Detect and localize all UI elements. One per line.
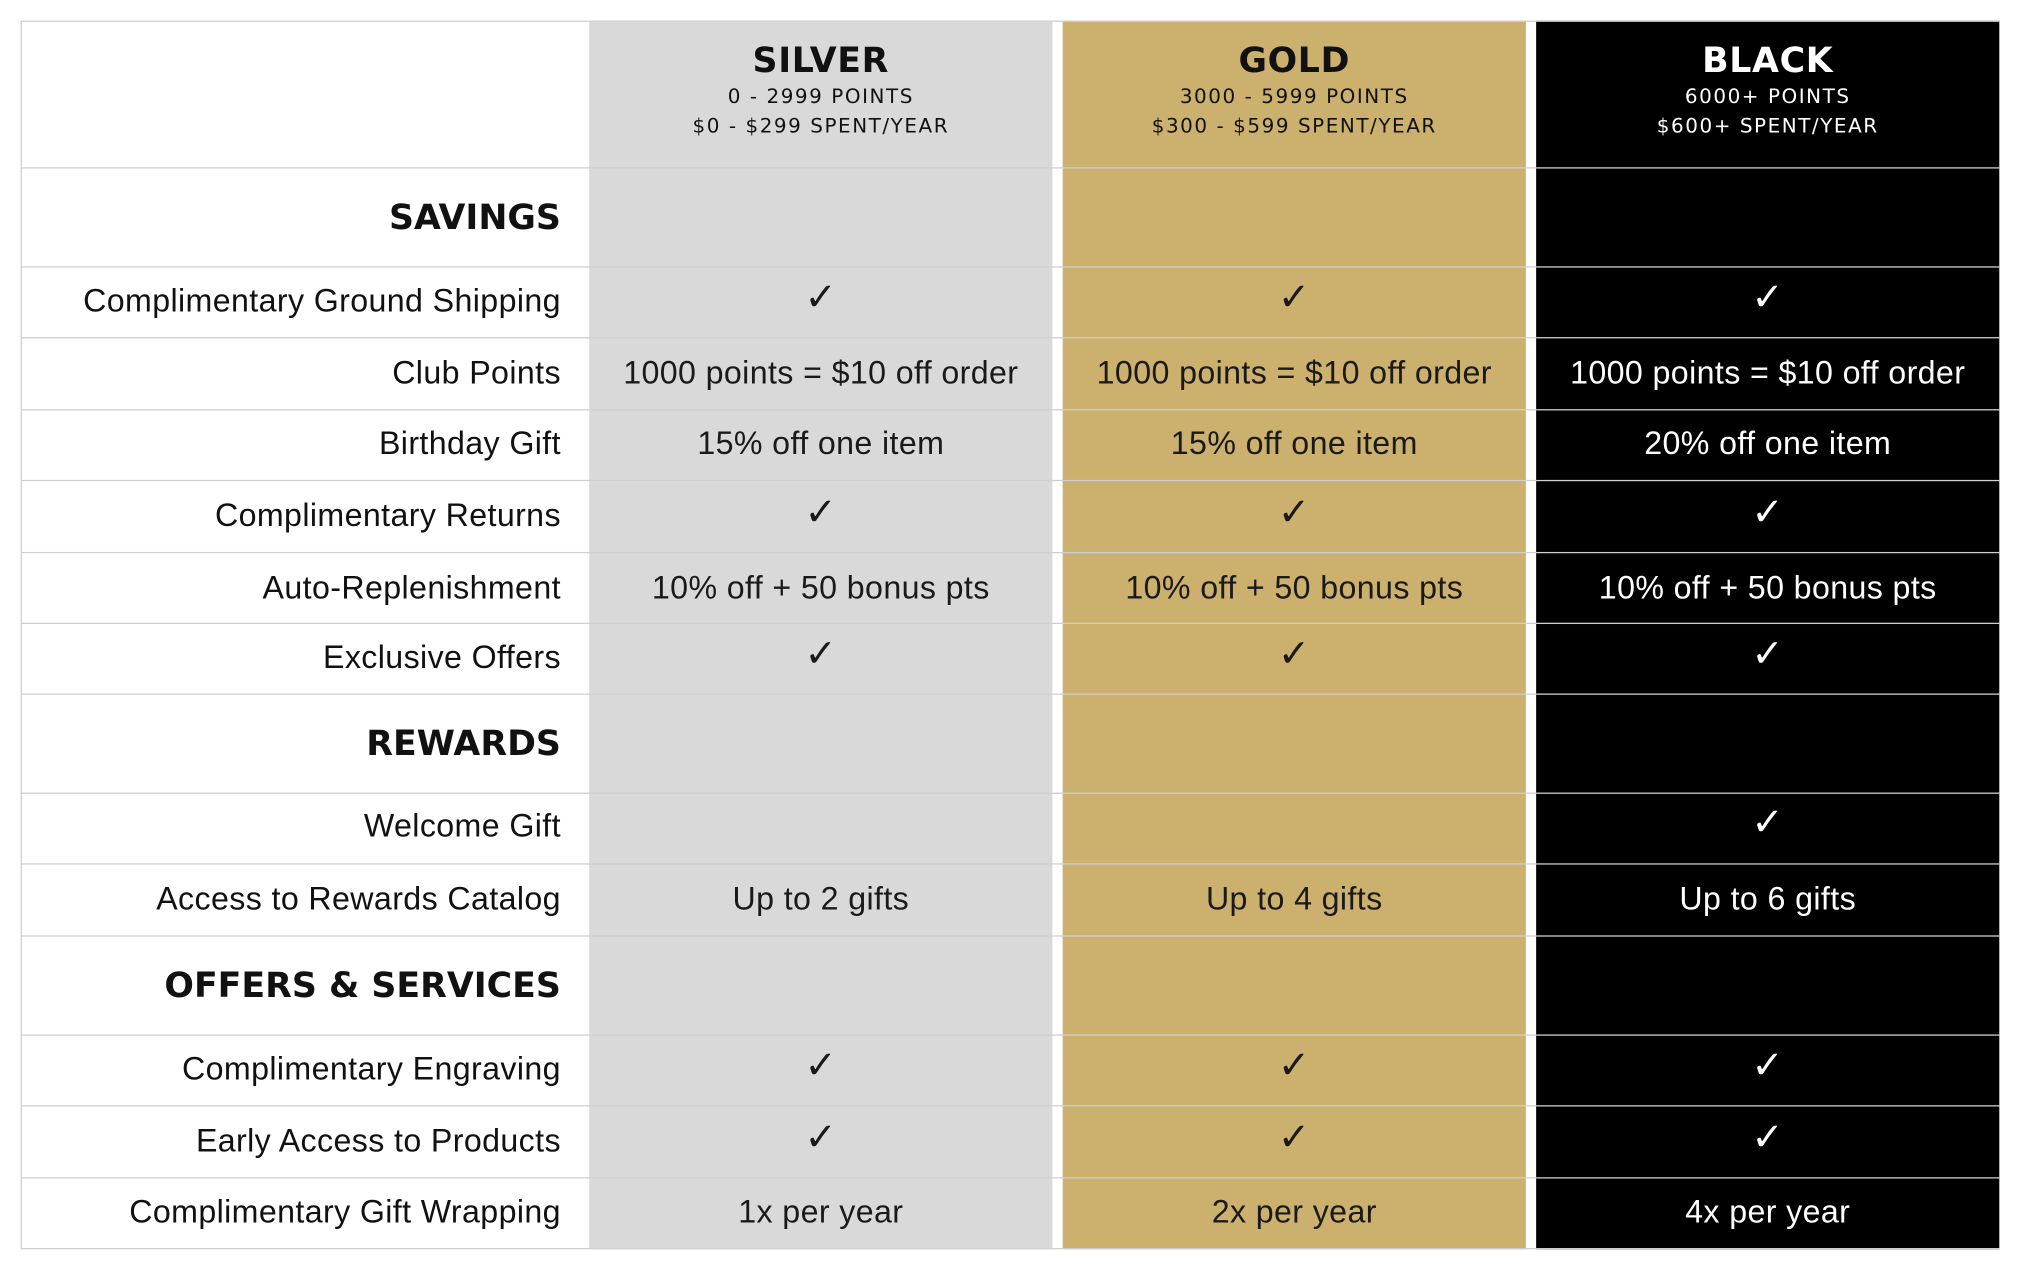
row-divider [20, 551, 2000, 554]
section-heading-offers-services: OFFERS & SERVICES [164, 966, 561, 1007]
black-rewards-catalog-value: Up to 6 gifts [1679, 881, 1857, 918]
row-label-exclusive-offers: Exclusive Offers [322, 639, 561, 676]
black-early-access-check-icon: ✓ [1751, 1115, 1785, 1161]
row-divider [20, 479, 2000, 482]
benefit-label-column [20, 20, 591, 1250]
row-divider [20, 337, 2000, 339]
row-label-engraving: Complimentary Engraving [182, 1051, 561, 1088]
row-label-club-points: Club Points [392, 355, 561, 392]
black-birthday-gift-value: 20% off one item [1644, 425, 1892, 462]
row-label-early-access: Early Access to Products [195, 1123, 561, 1160]
gold-ground-shipping-check-icon: ✓ [1277, 275, 1311, 321]
silver-exclusive-offers-check-icon: ✓ [804, 631, 838, 677]
row-divider [20, 409, 2000, 411]
section-heading-rewards: REWARDS [366, 724, 561, 765]
row-label-gift-wrapping: Complimentary Gift Wrapping [129, 1193, 561, 1230]
row-label-birthday-gift: Birthday Gift [378, 425, 561, 462]
gold-tier-header: GOLD 3000 - 5999 POINTS $300 - $599 SPEN… [1063, 21, 1526, 168]
silver-birthday-gift-value: 15% off one item [697, 425, 945, 462]
silver-ground-shipping-check-icon: ✓ [804, 275, 838, 321]
black-tier-header: BLACK 6000+ POINTS $600+ SPENT/YEAR [1536, 21, 1999, 168]
tier-points-range: 0 - 2999 POINTS [727, 84, 914, 109]
row-divider [20, 792, 2000, 794]
black-tier-column [1536, 20, 2000, 1250]
row-divider [20, 935, 2000, 937]
black-club-points-value: 1000 points = $10 off order [1570, 355, 1966, 392]
tier-spend-range: $300 - $599 SPENT/YEAR [1151, 114, 1437, 138]
gold-tier-column [1062, 20, 1526, 1250]
tier-name: GOLD [1238, 41, 1351, 82]
gold-returns-check-icon: ✓ [1277, 490, 1311, 536]
silver-tier-column [589, 20, 1053, 1250]
black-exclusive-offers-check-icon: ✓ [1751, 631, 1785, 677]
black-welcome-gift-check-icon: ✓ [1751, 800, 1785, 846]
tier-name: SILVER [752, 41, 890, 82]
row-divider [20, 1248, 2000, 1250]
silver-tier-header: SILVER 0 - 2999 POINTS $0 - $299 SPENT/Y… [589, 21, 1052, 168]
row-label-welcome-gift: Welcome Gift [363, 807, 561, 845]
gold-birthday-gift-value: 15% off one item [1170, 425, 1418, 462]
black-engraving-check-icon: ✓ [1751, 1043, 1785, 1089]
row-divider [20, 1177, 2000, 1179]
tier-points-range: 3000 - 5999 POINTS [1179, 84, 1409, 109]
silver-engraving-check-icon: ✓ [804, 1043, 838, 1089]
row-divider [20, 693, 2000, 695]
tier-spend-range: $0 - $299 SPENT/YEAR [692, 114, 950, 138]
row-label-returns: Complimentary Returns [214, 497, 561, 534]
row-divider [20, 20, 2000, 22]
row-label-auto-replenishment: Auto-Replenishment [262, 569, 561, 606]
black-ground-shipping-check-icon: ✓ [1751, 275, 1785, 321]
gold-club-points-value: 1000 points = $10 off order [1096, 355, 1492, 392]
gold-rewards-catalog-value: Up to 4 gifts [1205, 881, 1383, 918]
black-auto-replenishment-value: 10% off + 50 bonus pts [1598, 569, 1937, 606]
gold-early-access-check-icon: ✓ [1277, 1115, 1311, 1161]
section-heading-savings: SAVINGS [388, 198, 561, 239]
gold-engraving-check-icon: ✓ [1277, 1043, 1311, 1089]
silver-returns-check-icon: ✓ [804, 490, 838, 536]
tier-points-range: 6000+ POINTS [1684, 84, 1851, 109]
silver-gift-wrapping-value: 1x per year [738, 1193, 904, 1230]
row-divider [20, 622, 2000, 625]
row-divider [20, 1034, 2000, 1036]
row-label-rewards-catalog: Access to Rewards Catalog [156, 881, 561, 918]
black-returns-check-icon: ✓ [1751, 490, 1785, 536]
tier-name: BLACK [1702, 41, 1834, 82]
silver-club-points-value: 1000 points = $10 off order [623, 355, 1019, 392]
silver-rewards-catalog-value: Up to 2 gifts [732, 881, 910, 918]
silver-early-access-check-icon: ✓ [804, 1115, 838, 1161]
silver-auto-replenishment-value: 10% off + 50 bonus pts [651, 569, 990, 606]
tier-spend-range: $600+ SPENT/YEAR [1656, 114, 1879, 138]
row-divider [20, 1105, 2000, 1107]
row-divider [20, 863, 2000, 865]
row-label-ground-shipping: Complimentary Ground Shipping [83, 283, 561, 320]
row-divider [20, 167, 2000, 169]
row-divider [20, 266, 2000, 268]
gold-exclusive-offers-check-icon: ✓ [1277, 631, 1311, 677]
black-gift-wrapping-value: 4x per year [1685, 1193, 1851, 1230]
gold-gift-wrapping-value: 2x per year [1211, 1193, 1377, 1230]
gold-auto-replenishment-value: 10% off + 50 bonus pts [1125, 569, 1464, 606]
